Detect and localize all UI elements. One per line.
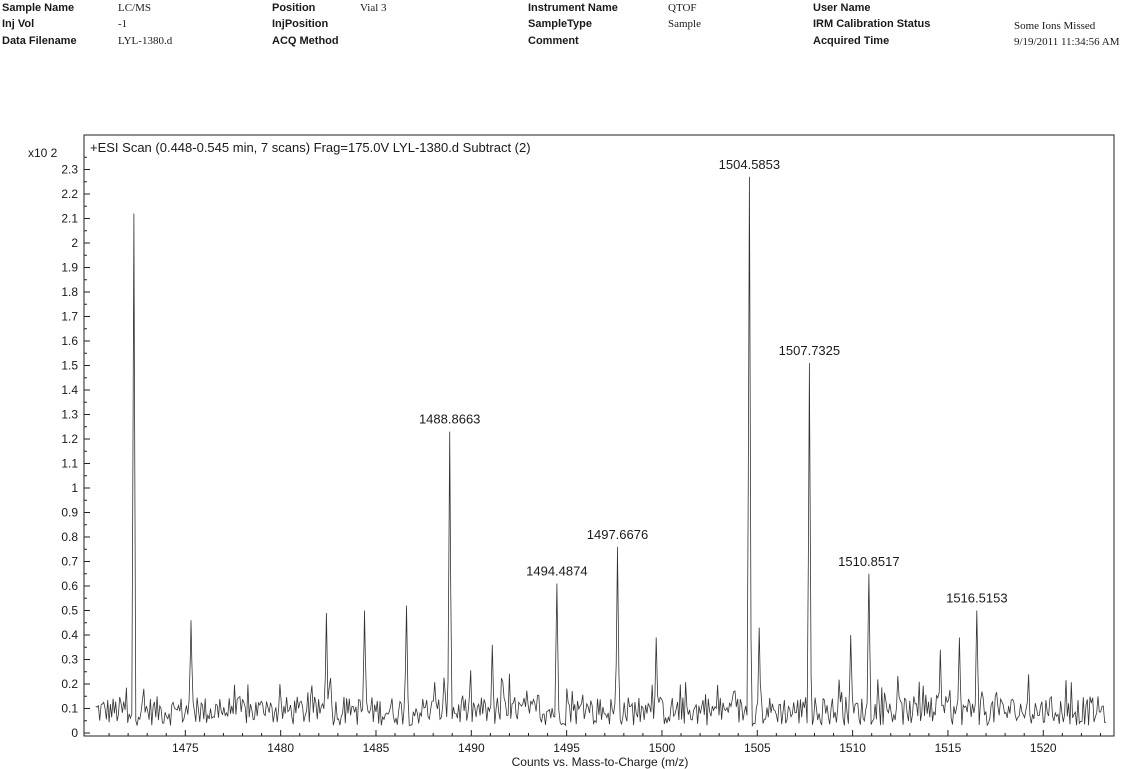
- y-tick-label: 1.2: [61, 432, 78, 446]
- y-tick-label: 2.1: [61, 212, 78, 226]
- x-axis-label: Counts vs. Mass-to-Charge (m/z): [512, 755, 689, 769]
- spectrum-series: [95, 176, 1107, 728]
- x-tick-label: 1505: [744, 741, 771, 755]
- position-value: Vial 3: [360, 2, 387, 14]
- sample-name-label: Sample Name: [2, 2, 75, 14]
- y-tick-label: 0.4: [61, 628, 78, 642]
- spectrum-line: [95, 176, 1107, 728]
- y-tick-label: 1.5: [61, 359, 78, 373]
- data-filename-value: LYL-1380.d: [118, 35, 173, 47]
- sampletype-label: SampleType: [528, 18, 592, 30]
- sample-name-value: LC/MS: [118, 2, 152, 14]
- irm-calibration-value: Some Ions Missed: [1014, 20, 1096, 32]
- user-name-label: User Name: [813, 2, 871, 14]
- y-tick-label: 1.1: [61, 457, 78, 471]
- y-tick-label: 1: [71, 481, 78, 495]
- y-tick-label: 0.6: [61, 579, 78, 593]
- peak-label: 1497.6676: [587, 527, 648, 542]
- inj-vol-value: -1: [118, 18, 128, 30]
- x-axis: 1475 1480 1485 1490 1495 1500 1505 1510 1515 1520: [108, 730, 1101, 755]
- y-tick-label: 2.2: [61, 187, 78, 201]
- y-tick-label: 0.2: [61, 677, 78, 691]
- instrument-name-value: QTOF: [668, 2, 697, 14]
- y-tick-label: 0.7: [61, 555, 78, 569]
- y-tick-label: 0.8: [61, 530, 78, 544]
- y-tick-label: 0.9: [61, 506, 78, 520]
- y-tick-label: 0.1: [61, 702, 78, 716]
- peak-label: 1494.4874: [526, 564, 587, 579]
- x-tick-label: 1490: [458, 741, 485, 755]
- peak-label: 1516.5153: [946, 591, 1007, 606]
- plot-frame: [83, 134, 1115, 737]
- y-tick-label: 0.3: [61, 653, 78, 667]
- sampletype-value: Sample: [668, 18, 701, 30]
- x-tick-label: 1515: [935, 741, 962, 755]
- instrument-name-label: Instrument Name: [528, 2, 618, 14]
- peak-label: 1488.8663: [419, 412, 480, 427]
- y-multiplier-label: x10 2: [28, 146, 58, 160]
- irm-calibration-label: IRM Calibration Status: [813, 18, 931, 30]
- y-tick-label: 2: [71, 236, 78, 250]
- acquired-time-value: 9/19/2011 11:34:56 AM: [1014, 36, 1120, 48]
- data-filename-label: Data Filename: [2, 35, 77, 47]
- acquired-time-label: Acquired Time: [813, 35, 890, 47]
- inj-vol-label: Inj Vol: [2, 18, 35, 30]
- y-tick-label: 2.3: [61, 163, 78, 177]
- x-tick-label: 1475: [172, 741, 199, 755]
- x-tick-label: 1500: [649, 741, 676, 755]
- y-tick-label: 0.5: [61, 604, 78, 618]
- y-tick-label: 1.9: [61, 261, 78, 275]
- y-tick-label: 1.6: [61, 334, 78, 348]
- y-tick-label: 0: [71, 726, 78, 740]
- x-tick-label: 1510: [839, 741, 866, 755]
- peak-labels: 1488.8663 1494.4874 1497.6676 1504.5853 1507…: [419, 157, 1008, 606]
- peak-label: 1504.5853: [719, 157, 780, 172]
- y-tick-label: 1.3: [61, 408, 78, 422]
- y-tick-label: 1.4: [61, 383, 78, 397]
- position-label: Position: [272, 2, 316, 14]
- peak-label: 1510.8517: [838, 554, 899, 569]
- x-tick-label: 1495: [553, 741, 580, 755]
- x-tick-label: 1520: [1030, 741, 1057, 755]
- y-tick-label: 1.8: [61, 285, 78, 299]
- y-axis: 0 0.1 0.2 0.3 0.4 0.5 0.6 0.7 0.8 0.9 1 1.1 1.2 1.3 1.…: [61, 156, 90, 740]
- x-tick-label: 1485: [363, 741, 390, 755]
- comment-label: Comment: [528, 35, 579, 47]
- peak-label: 1507.7325: [779, 343, 840, 358]
- chart-title: +ESI Scan (0.448-0.545 min, 7 scans) Fra…: [90, 140, 531, 155]
- injposition-label: InjPosition: [272, 18, 329, 30]
- acq-method-label: ACQ Method: [272, 35, 339, 47]
- x-tick-label: 1480: [267, 741, 294, 755]
- y-tick-label: 1.7: [61, 310, 78, 324]
